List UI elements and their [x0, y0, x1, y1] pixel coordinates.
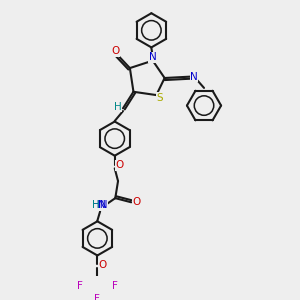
Text: O: O	[111, 46, 119, 56]
Text: HN: HN	[92, 200, 107, 210]
Text: O: O	[98, 260, 106, 270]
Text: N: N	[98, 200, 106, 210]
Text: F: F	[94, 294, 100, 300]
Text: H: H	[114, 102, 122, 112]
Text: F: F	[77, 281, 83, 291]
Text: F: F	[112, 281, 118, 291]
Text: S: S	[156, 93, 163, 103]
Text: O: O	[116, 160, 124, 170]
Text: H: H	[92, 200, 99, 210]
Text: N: N	[190, 72, 198, 82]
Text: O: O	[132, 197, 140, 207]
Text: N: N	[149, 52, 157, 62]
